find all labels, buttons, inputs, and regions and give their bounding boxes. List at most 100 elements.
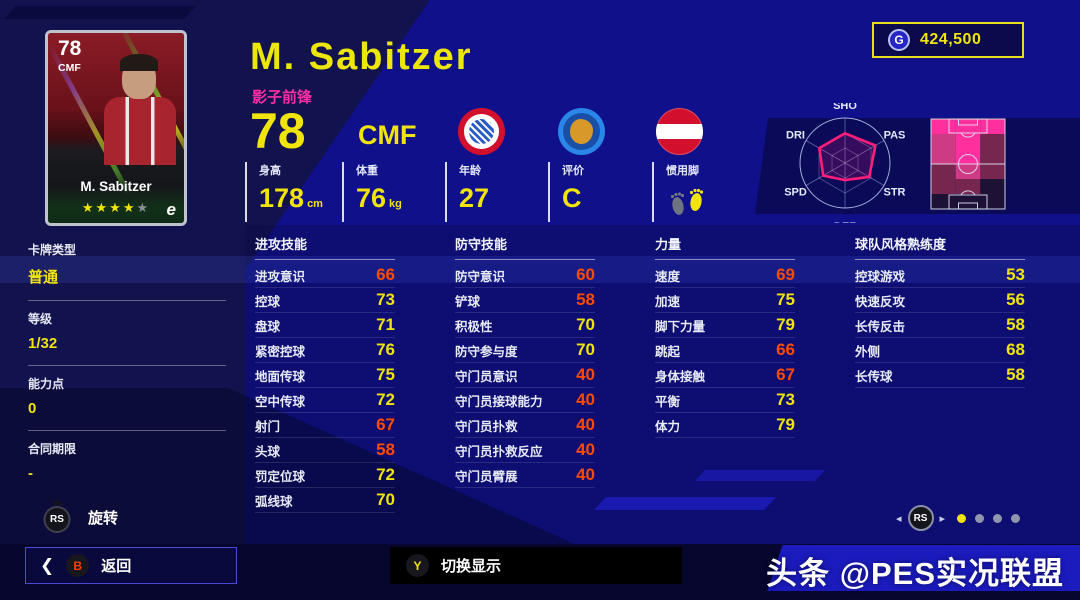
stat-label: 外侧 [855, 344, 881, 359]
sidebar-item-label: 能力点 [28, 377, 65, 391]
stat-row: 外侧 68 [855, 338, 1025, 363]
heatmap-cell [980, 164, 1005, 179]
stat-label: 守门员意识 [455, 369, 518, 384]
watermark: 头条 @PES实况联盟 [766, 556, 1064, 591]
pager-dot[interactable] [957, 513, 967, 523]
stat-row: 地面传球 75 [255, 363, 395, 388]
stat-label: 地面传球 [255, 369, 306, 384]
back-button[interactable]: ❮ B 返回 [25, 547, 237, 584]
heatmap-cell [955, 134, 981, 149]
stat-value: 79 [776, 315, 795, 334]
sidebar-item-label: 等级 [28, 312, 53, 326]
stat-row: 加速 75 [655, 288, 795, 313]
star-icon: ★ [95, 200, 110, 215]
sidebar-item: 合同期限 - [28, 431, 226, 495]
stat-label: 盘球 [255, 319, 281, 334]
stat-value: 40 [576, 390, 595, 409]
stat-value: 53 [1006, 265, 1025, 284]
radar-axis-label: SHO [833, 103, 857, 112]
rs-stick-icon: RS [40, 499, 74, 534]
stat-label: 罚定位球 [255, 469, 306, 484]
player-role: 影子前锋 [252, 89, 313, 106]
stat-value: 70 [576, 315, 595, 334]
chevron-left-icon: ❮ [40, 555, 55, 575]
stat-label: 速度 [655, 269, 681, 284]
star-icon: ★ [136, 200, 151, 215]
bio-height: 身高 178 cm [245, 162, 340, 222]
bg-slash [4, 6, 196, 19]
stat-row: 控球游戏 53 [855, 263, 1025, 288]
stat-value: 70 [376, 490, 395, 509]
stat-row: 长传球 58 [855, 363, 1025, 388]
radar-axis-label: SPD [784, 187, 807, 199]
bio-form-rating: 评价 C [548, 162, 648, 222]
stat-value: 73 [376, 290, 395, 309]
stat-row: 积极性 70 [455, 313, 595, 338]
pager-right-arrow-icon[interactable]: ▸ [939, 512, 946, 525]
radar-axis-label: DEF [834, 221, 856, 223]
heatmap-cell [955, 179, 981, 194]
page-title: M. Sabitzer [250, 36, 473, 78]
stat-value: 70 [576, 340, 595, 359]
stat-row: 体力 79 [655, 413, 795, 438]
page-indicator[interactable]: ◂ RS ▸ [896, 505, 1021, 531]
stat-label: 守门员臂展 [455, 469, 518, 484]
heatmap-cell [955, 149, 981, 164]
stat-row: 空中传球 72 [255, 388, 395, 413]
rotate-control[interactable]: RS 旋转 [40, 499, 118, 534]
heatmap-cell [980, 119, 1005, 134]
stat-value: 67 [376, 415, 395, 434]
bg-radar-band [755, 118, 1080, 214]
stat-row: 平衡 73 [655, 388, 795, 413]
stat-value: 40 [576, 465, 595, 484]
sidebar-item: 能力点 0 [28, 366, 226, 431]
stat-label: 积极性 [455, 319, 493, 334]
toggle-display-button[interactable]: Y 切换显示 [390, 547, 682, 584]
rs-button[interactable]: RS [907, 505, 934, 531]
stat-value: 58 [576, 290, 595, 309]
heatmap-cell [931, 164, 956, 179]
bg-highlight-band [0, 256, 1080, 283]
sidebar-item-label: 卡牌类型 [28, 243, 77, 257]
sidebar-item: 等级 1/32 [28, 301, 226, 366]
stat-value: 58 [1006, 365, 1025, 384]
stat-value: 67 [776, 365, 795, 384]
bio-weight: 体重 76 kg [342, 162, 442, 222]
heatmap-cell [931, 194, 956, 209]
stat-row: 罚定位球 72 [255, 463, 395, 488]
heatmap-cell [955, 119, 981, 134]
pager-dot[interactable] [993, 513, 1003, 523]
stat-value: 40 [576, 440, 595, 459]
heatmap-cell [980, 194, 1005, 209]
card-rating: 78 [58, 37, 82, 60]
stat-row: 铲球 58 [455, 288, 595, 313]
position-heatmap [928, 116, 1008, 212]
heatmap-cell [980, 134, 1005, 149]
stat-value: 79 [776, 415, 795, 434]
stat-section-title: 力量 [655, 234, 795, 260]
heatmap-cell [980, 179, 1005, 194]
pager-dot[interactable] [1011, 513, 1021, 523]
stat-label: 长传反击 [855, 319, 906, 334]
stat-row: 守门员扑救反应 40 [455, 438, 595, 463]
bio-age: 年龄 27 [445, 162, 545, 222]
stat-row: 速度 69 [655, 263, 795, 288]
stat-label: 快速反攻 [855, 294, 906, 309]
radar-axis-label: STR [884, 187, 906, 199]
stat-label: 守门员扑救反应 [455, 444, 543, 459]
stat-value: 68 [1006, 340, 1025, 359]
stat-row: 射门 67 [255, 413, 395, 438]
pager-dot[interactable] [975, 513, 985, 523]
heatmap-cell [931, 149, 956, 164]
currency-display: G 424,500 [872, 22, 1024, 58]
stat-row: 弧线球 70 [255, 488, 395, 513]
pager-left-arrow-icon[interactable]: ◂ [896, 512, 902, 525]
star-icon: ★ [81, 200, 96, 215]
heatmap-cell [931, 179, 956, 194]
stat-value: 75 [376, 365, 395, 384]
stat-label: 体力 [655, 419, 681, 434]
efootball-logo-icon: e [166, 200, 176, 219]
stat-value: 76 [376, 340, 395, 359]
stat-row: 进攻意识 66 [255, 263, 395, 288]
